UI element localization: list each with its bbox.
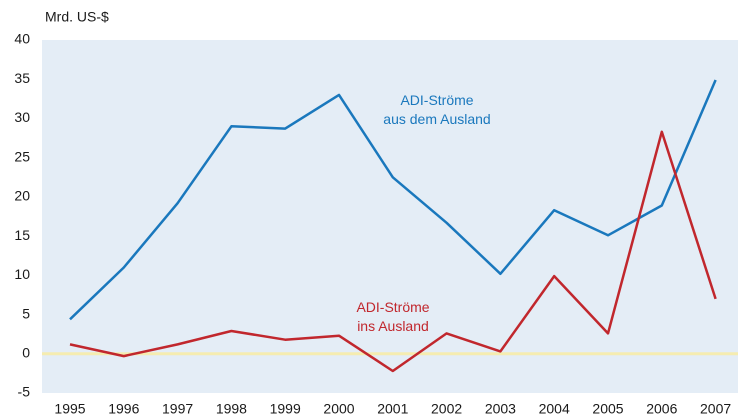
x-tick-label: 2001 [377, 401, 408, 417]
x-tick-label: 2000 [323, 401, 354, 417]
y-tick-label: -5 [18, 384, 31, 400]
x-tick-label: 1996 [108, 401, 139, 417]
y-tick-label: 40 [14, 31, 30, 47]
series-line [69, 130, 717, 373]
series-label: ADI-Ströme aus dem Ausland [383, 92, 491, 127]
x-tick-label: 1999 [270, 401, 301, 417]
y-tick-label: 10 [14, 266, 30, 282]
x-tick-label: 2007 [700, 401, 731, 417]
x-tick-label: 2005 [592, 401, 623, 417]
x-tick-label: 2002 [431, 401, 462, 417]
x-tick-label: 2004 [539, 401, 570, 417]
y-tick-label: 15 [14, 227, 30, 243]
x-tick-label: 1998 [216, 401, 247, 417]
y-tick-label: 5 [22, 305, 30, 321]
y-axis-title: Mrd. US-$ [45, 9, 109, 25]
y-tick-label: 30 [14, 109, 30, 125]
y-tick-label: 0 [22, 344, 30, 360]
y-tick-label: 25 [14, 148, 30, 164]
x-tick-label: 2006 [646, 401, 677, 417]
plot-area [42, 40, 738, 393]
x-tick-label: 1995 [54, 401, 85, 417]
x-tick-label: 1997 [162, 401, 193, 417]
series-label: ADI-Ströme ins Ausland [356, 299, 430, 334]
y-tick-label: 20 [14, 188, 30, 204]
y-tick-label: 35 [14, 70, 30, 86]
x-tick-label: 2003 [485, 401, 516, 417]
series-line [69, 79, 717, 321]
